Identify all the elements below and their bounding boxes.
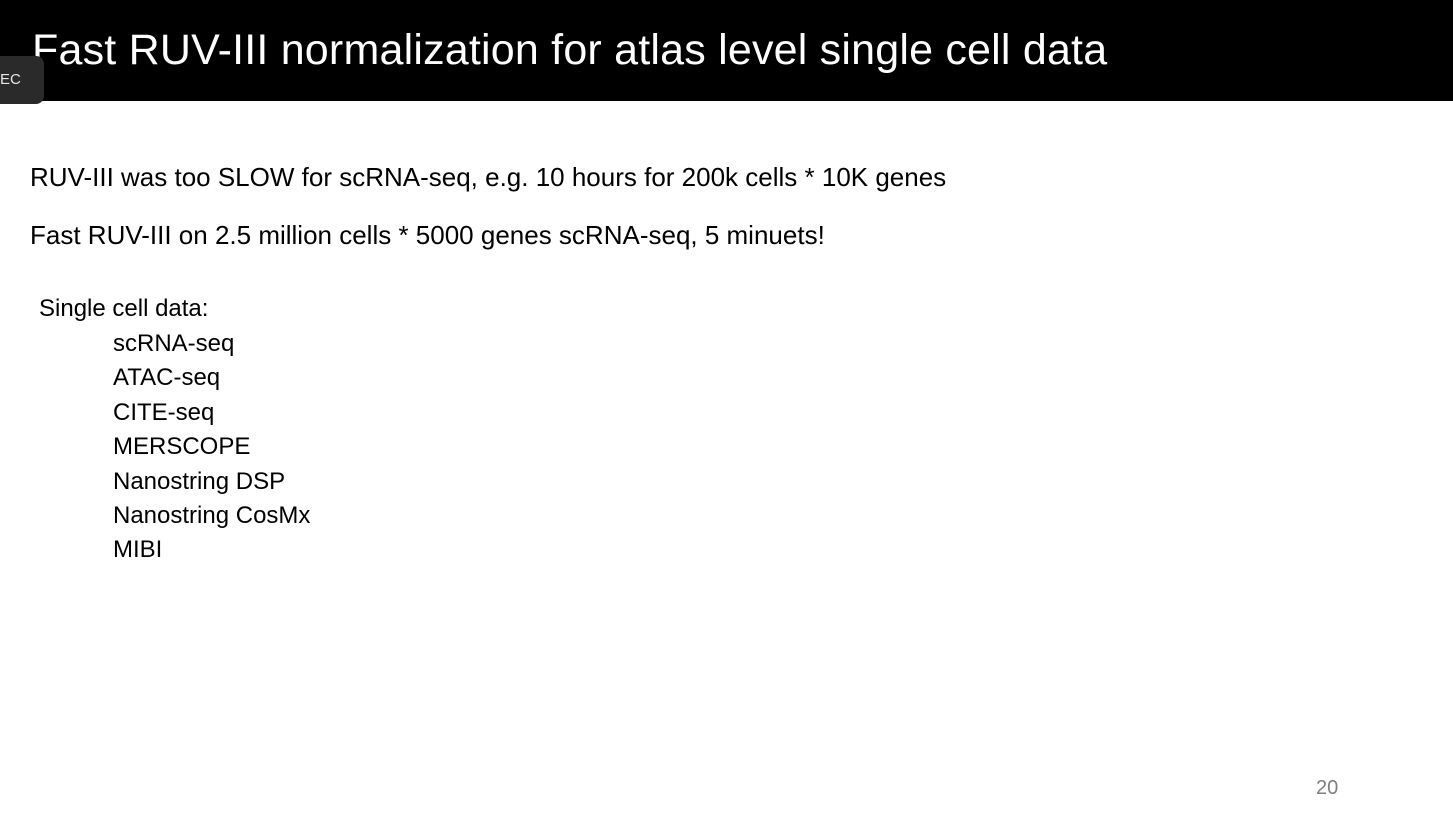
list-item: MERSCOPE: [113, 433, 251, 461]
list-item: ATAC-seq: [113, 364, 221, 392]
list-item: MIBI: [113, 536, 163, 564]
recording-badge[interactable]: EC: [0, 56, 44, 104]
list-item: Nanostring CosMx: [113, 502, 311, 530]
title-bar: Fast RUV-III normalization for atlas lev…: [0, 0, 1453, 101]
list-item: CITE-seq: [113, 398, 215, 426]
statement-line: Fast RUV-III on 2.5 million cells * 5000…: [30, 220, 825, 250]
page-number: 20: [1316, 777, 1339, 799]
list-item: Nanostring DSP: [113, 467, 286, 495]
single-cell-heading: Single cell data:: [39, 295, 209, 322]
single-cell-list: scRNA-seq ATAC-seq CITE-seq MERSCOPE Nan…: [113, 327, 310, 568]
statement-line: RUV-III was too SLOW for scRNA-seq, e.g.…: [30, 162, 947, 192]
list-item: scRNA-seq: [113, 330, 235, 357]
slide-title: Fast RUV-III normalization for atlas lev…: [32, 26, 1108, 74]
